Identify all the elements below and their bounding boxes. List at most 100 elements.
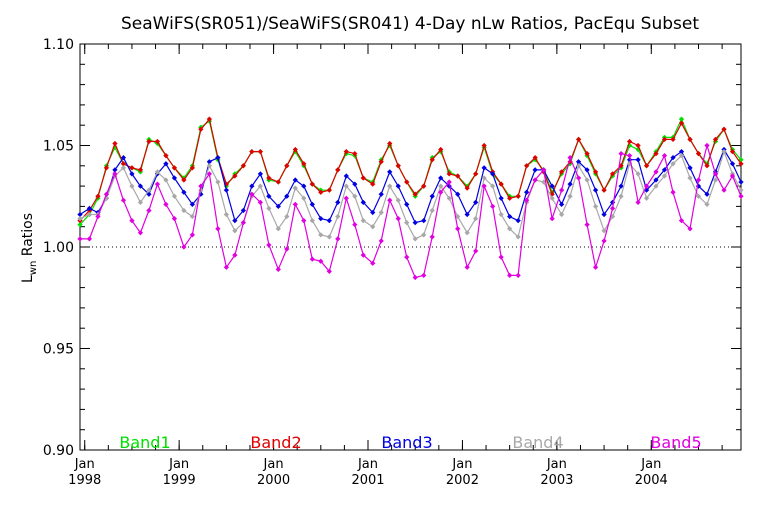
data-point-band2 [481,142,487,149]
data-point-band3 [77,211,83,218]
data-point-band5 [146,207,152,214]
data-point-band5 [249,191,255,197]
data-point-band3 [137,183,144,189]
data-point-band3 [515,217,521,224]
data-point-band3 [729,161,736,167]
data-point-band4 [257,183,263,189]
data-point-band4 [473,215,479,222]
data-point-band5 [438,189,444,195]
data-point-band2 [249,148,255,155]
data-point-band4 [86,211,93,218]
data-point-band4 [558,211,565,218]
y-tick-label: 1.00 [43,240,74,256]
data-point-band2 [395,163,401,169]
data-point-band2 [137,167,144,173]
data-point-band2 [404,179,410,185]
data-point-band2 [352,150,358,157]
data-point-band2 [429,157,435,163]
data-point-band3 [738,179,744,185]
data-point-band3 [455,191,461,197]
x-tick-year-label: 2000 [257,473,290,488]
data-point-band4 [318,232,324,238]
data-point-band4 [266,205,272,212]
data-point-band5 [515,272,521,279]
data-point-band2 [678,120,685,126]
data-point-band2 [275,179,281,185]
data-point-band2 [661,136,668,143]
data-point-band5 [181,244,187,250]
data-point-band3 [86,205,93,212]
data-point-band4 [309,217,315,224]
data-point-band2 [206,116,212,122]
data-point-band3 [223,187,229,193]
data-point-band2 [515,193,521,199]
data-point-band4 [284,213,290,220]
data-point-band5 [206,171,212,177]
data-point-band4 [507,226,513,232]
data-point-band2 [232,173,238,179]
data-point-band5 [103,191,110,197]
x-tick-month-label: Jan [357,457,378,472]
data-point-band2 [343,148,349,155]
data-point-band2 [103,165,110,171]
data-point-band2 [284,163,290,169]
data-point-band4 [301,195,307,201]
data-point-band4 [738,187,744,193]
data-point-band5 [618,150,624,157]
data-point-band5 [215,226,221,232]
data-point-band5 [643,183,650,189]
y-axis-label: Lwn Ratios [20,213,39,283]
data-point-band4 [206,163,212,169]
data-point-band5 [498,254,504,260]
data-point-band5 [257,199,263,205]
data-point-band5 [301,217,307,224]
data-point-band2 [240,163,246,169]
data-point-band3 [387,169,393,175]
data-point-band5 [137,230,144,236]
data-point-band4 [412,236,418,242]
data-point-band3 [532,167,538,173]
data-point-band4 [446,195,452,201]
data-point-band3 [618,183,624,189]
data-point-band3 [575,159,582,165]
data-point-band4 [464,230,470,236]
data-point-band3 [171,175,178,181]
data-point-band3 [601,211,607,218]
data-point-band3 [481,165,487,171]
data-point-band4 [498,211,504,218]
data-point-band4 [77,215,83,222]
data-point-band4 [129,183,135,189]
data-point-band3 [524,189,530,195]
data-point-band5 [558,187,565,193]
data-point-band2 [729,148,736,155]
data-point-band3 [592,187,599,193]
data-point-band5 [395,215,401,222]
data-point-band2 [635,142,641,149]
data-point-band5 [95,213,101,220]
data-point-band4 [120,165,127,171]
data-point-band5 [335,236,341,242]
data-point-band2 [129,165,135,171]
data-point-band1 [738,157,744,163]
data-point-band2 [146,138,152,145]
data-point-band3 [558,201,565,207]
legend-item-band1: Band1 [119,433,170,452]
data-point-band2 [421,183,427,189]
data-point-band2 [387,140,393,147]
data-point-band5 [455,226,461,232]
data-point-band2 [163,153,169,159]
legend-item-band4: Band4 [512,433,563,452]
data-point-band3 [266,193,272,199]
data-point-band5 [189,232,195,238]
data-point-band4 [643,195,650,201]
data-point-band3 [249,183,255,189]
data-point-band2 [507,195,513,201]
data-point-band4 [490,183,496,189]
data-point-band2 [378,159,384,165]
x-tick-year-label: 2002 [446,473,479,488]
data-point-band4 [292,185,298,191]
data-point-band4 [352,193,358,199]
data-point-band5 [592,264,599,270]
data-point-band3 [343,173,349,179]
